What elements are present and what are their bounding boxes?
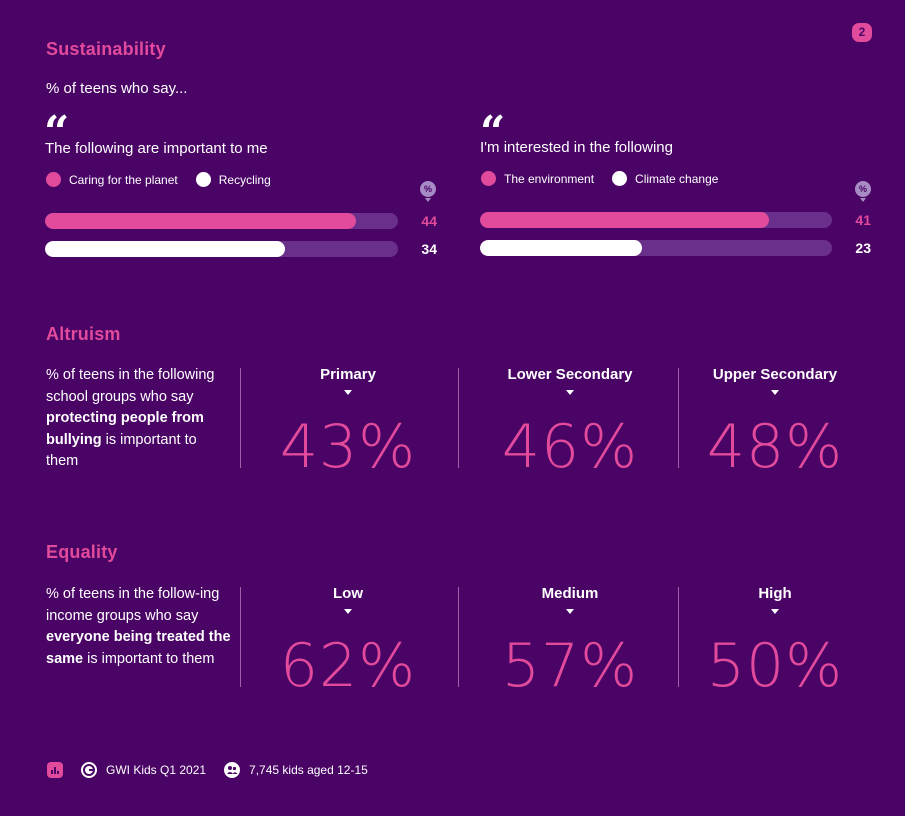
- sustainability-subtitle: % of teens who say...: [46, 80, 188, 97]
- bar-track: [480, 212, 832, 228]
- group-label: Primary: [320, 366, 376, 383]
- stat-high: High 50%: [675, 585, 875, 696]
- chart-title-important: The following are important to me: [45, 140, 268, 157]
- bar-recycling: [45, 241, 286, 257]
- bar-track: [45, 241, 398, 257]
- bar-caring-for-the-planet: [45, 213, 356, 229]
- legend-label: Caring for the planet: [69, 172, 178, 187]
- altruism-description: % of teens in the following school group…: [46, 365, 231, 473]
- legend-item: Climate change: [612, 171, 718, 186]
- footer: GWI Kids Q1 2021 7,745 kids aged 12-15: [47, 762, 368, 778]
- caret-down-icon: [771, 609, 779, 614]
- caret-down-icon: [566, 390, 574, 395]
- gwi-logo-icon: [81, 762, 97, 778]
- legend-label: The environment: [504, 171, 595, 186]
- legend-label: Climate change: [635, 171, 719, 186]
- divider: [240, 368, 241, 468]
- divider: [458, 368, 459, 468]
- section-title-equality: Equality: [46, 542, 118, 562]
- divider: [458, 587, 459, 687]
- stat-lower-secondary: Lower Secondary 46%: [470, 366, 670, 477]
- chart-icon: [47, 762, 63, 778]
- divider: [240, 587, 241, 687]
- legend-dot-white-icon: [195, 172, 211, 187]
- legend-interested: The environment Climate change: [481, 171, 736, 186]
- quote-icon: “: [44, 113, 69, 135]
- bar-value-label: 44: [421, 213, 437, 229]
- bar-value-label: 41: [855, 212, 871, 228]
- bar-track: [480, 240, 832, 256]
- desc-text: is important to them: [83, 650, 215, 667]
- caret-down-icon: [344, 609, 352, 614]
- bar-climate-change: [480, 240, 642, 256]
- stat-value: 48%: [706, 412, 844, 482]
- people-icon: [224, 762, 241, 778]
- bar-value-label: 34: [421, 241, 437, 257]
- section-title-sustainability: Sustainability: [46, 39, 166, 59]
- equality-description: % of teens in the follow-ing income grou…: [46, 584, 231, 670]
- group-label: Upper Secondary: [712, 366, 838, 383]
- percent-pin-icon: %: [855, 181, 871, 202]
- bar-value-label: 23: [855, 240, 871, 256]
- stat-primary: Primary 43%: [248, 366, 448, 477]
- stat-low: Low 62%: [248, 585, 448, 696]
- legend-item: The environment: [481, 171, 594, 186]
- legend-dot-pink-icon: [481, 171, 496, 186]
- legend-label: Recycling: [218, 172, 271, 187]
- stat-value: 46%: [501, 412, 639, 482]
- bar-track: [45, 213, 398, 229]
- legend-item: Recycling: [195, 172, 271, 187]
- quote-icon: “: [480, 113, 505, 135]
- divider: [678, 587, 679, 687]
- stat-value: 62%: [279, 631, 417, 701]
- footer-sample: 7,745 kids aged 12-15: [249, 763, 368, 777]
- desc-bold-text: protecting people from bullying: [46, 410, 204, 448]
- legend-dot-pink-icon: [46, 172, 61, 187]
- footer-source: GWI Kids Q1 2021: [106, 763, 207, 777]
- percent-pin-icon: %: [420, 181, 436, 202]
- group-label: High: [758, 585, 792, 602]
- desc-text: % of teens in the following school group…: [46, 367, 215, 405]
- stat-value: 57%: [501, 631, 639, 701]
- divider: [678, 368, 679, 468]
- caret-down-icon: [566, 609, 574, 614]
- caret-down-icon: [344, 390, 352, 395]
- legend-important: Caring for the planet Recycling: [46, 172, 289, 187]
- chart-title-interested: I'm interested in the following: [480, 139, 673, 156]
- stat-value: 50%: [706, 631, 844, 701]
- stat-value: 43%: [279, 412, 417, 482]
- stat-medium: Medium 57%: [470, 585, 670, 696]
- caret-down-icon: [771, 390, 779, 395]
- desc-bold-text: everyone being treated the same: [46, 629, 231, 667]
- legend-dot-white-icon: [612, 171, 628, 186]
- group-label: Lower Secondary: [507, 366, 633, 383]
- legend-item: Caring for the planet: [46, 172, 178, 187]
- stat-upper-secondary: Upper Secondary 48%: [675, 366, 875, 477]
- page-number-badge: 2: [852, 23, 872, 42]
- desc-text: % of teens in the follow-ing income grou…: [46, 586, 220, 624]
- bar-the-environment: [480, 212, 769, 228]
- section-title-altruism: Altruism: [46, 324, 121, 344]
- group-label: Medium: [541, 585, 599, 602]
- desc-text: is important to them: [46, 431, 197, 470]
- group-label: Low: [333, 585, 363, 602]
